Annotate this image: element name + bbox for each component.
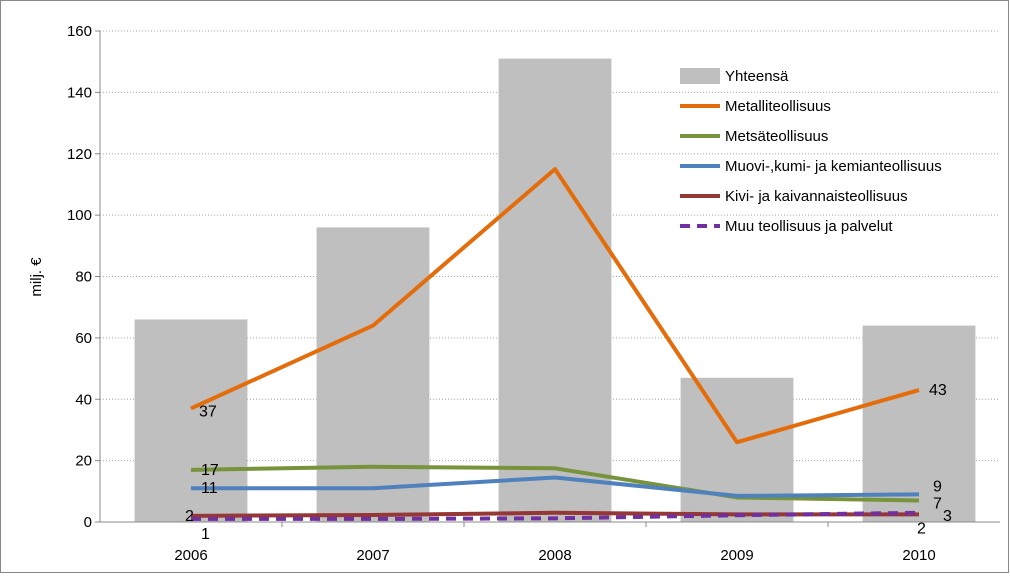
x-tick-label: 2008 — [538, 547, 571, 564]
y-axis-label: milj. € — [28, 257, 45, 297]
y-tick-label: 60 — [75, 330, 92, 347]
data-label: 9 — [933, 478, 942, 495]
x-tick-label: 2010 — [902, 547, 935, 564]
x-tick-label: 2009 — [720, 547, 753, 564]
data-label: 11 — [201, 480, 218, 497]
bar-yhteensa — [498, 58, 612, 523]
bar-yhteensa — [680, 377, 794, 522]
legend-label: Muovi-,kumi- ja kemianteollisuus — [725, 158, 942, 175]
legend: Yhteensä Metalliteollisuus Metsäteollisuus… — [680, 68, 942, 235]
y-tick-label: 40 — [75, 391, 92, 408]
line-series — [190, 167, 920, 521]
y-tick-label: 20 — [75, 453, 92, 470]
y-tick-label: 120 — [67, 146, 92, 163]
legend-label: Metsäteollisuus — [725, 128, 828, 145]
bar-yhteensa — [316, 227, 430, 522]
data-label: 7 — [933, 496, 942, 513]
y-tick-label: 80 — [75, 269, 92, 286]
x-tick-label: 2006 — [174, 547, 207, 564]
legend-label: Metalliteollisuus — [725, 98, 831, 115]
legend-swatch-bar — [680, 68, 720, 84]
bar-yhteensa — [134, 319, 248, 522]
y-tick-label: 160 — [67, 23, 92, 40]
data-label: 2 — [917, 520, 926, 537]
line-series-4 — [191, 510, 920, 521]
data-label: 3 — [943, 508, 952, 525]
line-series-3 — [190, 510, 919, 518]
data-label: 43 — [929, 382, 947, 399]
bar-series — [134, 58, 976, 523]
data-label: 17 — [201, 462, 219, 479]
bar-yhteensa — [862, 325, 976, 522]
y-tick-label: 100 — [67, 207, 92, 224]
legend-label: Muu teollisuus ja palvelut — [725, 218, 893, 235]
data-label: 2 — [185, 508, 194, 525]
axes: 0 20 40 60 80 100 120 140 160 2006 2007 2008 2009 201… — [67, 23, 1000, 564]
data-label: 37 — [199, 403, 217, 420]
y-tick-label: 0 — [84, 514, 92, 531]
line-series-2 — [191, 475, 920, 498]
data-label: 1 — [201, 526, 210, 543]
y-tick-label: 140 — [67, 84, 92, 101]
legend-label: Kivi- ja kaivannaisteollisuus — [725, 188, 908, 205]
line-series-0 — [190, 167, 920, 445]
x-tick-label: 2007 — [356, 547, 389, 564]
legend-label: Yhteensä — [725, 68, 789, 85]
line-series-1 — [190, 464, 920, 503]
